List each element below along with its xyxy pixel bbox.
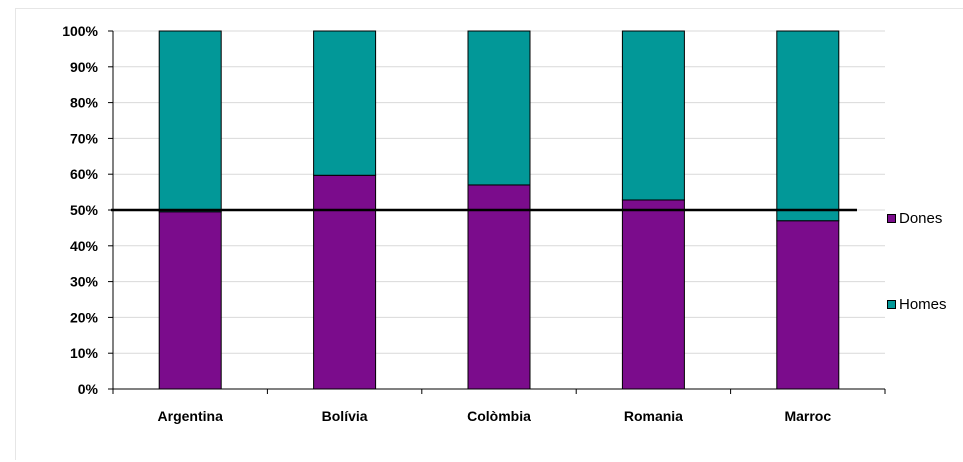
bars (158, 30, 840, 390)
bar-homes-4 (776, 30, 840, 222)
legend-swatch-dones (887, 214, 896, 223)
bar-dones-2 (467, 184, 531, 390)
chart-frame (15, 8, 963, 460)
bar-homes-2 (467, 30, 531, 186)
bar-dones-4 (776, 220, 840, 390)
x-tick-label: Bolívia (322, 408, 368, 424)
x-tick-label: Marroc (784, 408, 831, 424)
y-tick-label: 100% (62, 23, 98, 39)
legend-label-homes: Homes (899, 296, 947, 313)
legend-swatch-homes (887, 300, 896, 309)
bar-homes-0 (158, 30, 222, 213)
axes (108, 30, 886, 394)
y-tick-label: 30% (70, 274, 99, 290)
tick-labels: 0% 10% 20% 30% 40% 50% 60% 70% 80% 90% 100% Argenti… (62, 23, 831, 424)
bar-dones-1 (313, 174, 377, 390)
x-tick-label: Romania (624, 408, 683, 424)
y-tick-label: 70% (70, 130, 99, 146)
x-tick-label: Argentina (158, 408, 224, 424)
bar-homes-1 (313, 30, 377, 176)
y-tick-label: 90% (70, 59, 99, 75)
bar-homes-3 (621, 30, 685, 201)
y-tick-label: 80% (70, 95, 99, 111)
y-tick-label: 0% (78, 381, 99, 397)
y-tick-label: 10% (70, 345, 99, 361)
x-tick-label: Colòmbia (467, 408, 531, 424)
y-tick-label: 50% (70, 202, 99, 218)
legend-item-homes: Homes (887, 296, 947, 313)
bar-dones-0 (158, 211, 222, 390)
legend-label-dones: Dones (899, 210, 943, 227)
y-tick-label: 40% (70, 238, 99, 254)
y-tick-label: 60% (70, 166, 99, 182)
legend-item-dones: Dones (887, 210, 942, 227)
y-tick-label: 20% (70, 309, 99, 325)
bar-dones-3 (621, 199, 685, 390)
